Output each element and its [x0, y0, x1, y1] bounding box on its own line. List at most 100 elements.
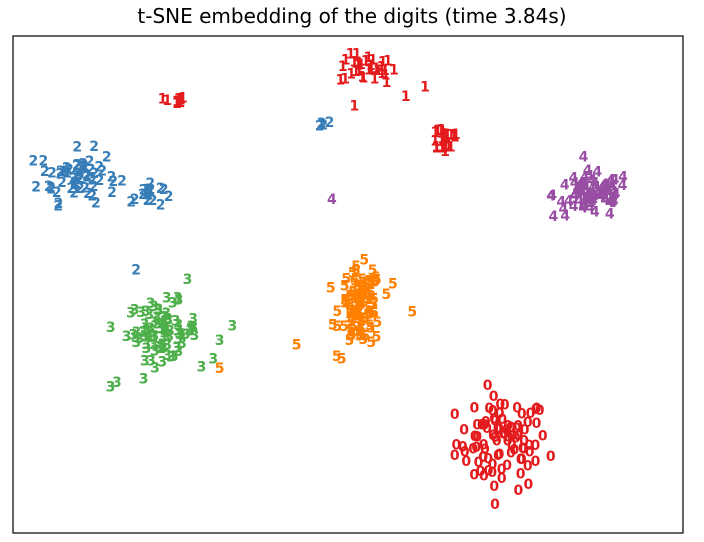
digit-mark-4: 4: [559, 201, 569, 217]
digit-mark-3: 3: [171, 314, 181, 330]
digit-mark-2: 2: [143, 182, 153, 198]
digit-mark-2: 2: [325, 115, 335, 131]
digit-mark-4: 4: [610, 173, 620, 189]
digit-mark-0: 0: [546, 449, 556, 465]
digit-mark-0: 0: [512, 400, 522, 416]
digit-mark-2: 2: [72, 140, 82, 156]
digit-mark-0: 0: [450, 407, 460, 423]
digit-mark-2: 2: [66, 181, 76, 197]
digit-mark-1: 1: [172, 96, 182, 112]
digit-mark-2: 2: [29, 154, 39, 170]
plot-frame: [12, 35, 684, 534]
digit-mark-5: 5: [372, 273, 382, 289]
digit-mark-5: 5: [357, 280, 367, 296]
digit-mark-4: 4: [618, 178, 628, 194]
digit-mark-1: 1: [433, 123, 443, 139]
digit-mark-5: 5: [369, 292, 379, 308]
digit-mark-1: 1: [438, 132, 448, 148]
digit-mark-2: 2: [82, 168, 92, 184]
digit-mark-5: 5: [346, 329, 356, 345]
digit-mark-4: 4: [576, 181, 586, 197]
digit-mark-5: 5: [363, 307, 373, 323]
digit-mark-2: 2: [62, 166, 72, 182]
digit-mark-5: 5: [365, 307, 375, 323]
digit-mark-2: 2: [47, 165, 57, 181]
digit-mark-0: 0: [483, 452, 493, 468]
digit-mark-0: 0: [490, 497, 500, 513]
digit-mark-0: 0: [490, 414, 500, 430]
digit-mark-5: 5: [364, 274, 374, 290]
digit-mark-4: 4: [592, 165, 602, 181]
digit-mark-2: 2: [46, 182, 56, 198]
digit-mark-0: 0: [523, 415, 533, 431]
digit-mark-0: 0: [506, 445, 516, 461]
digit-mark-1: 1: [449, 128, 459, 144]
digit-mark-1: 1: [381, 67, 391, 83]
digit-mark-5: 5: [352, 296, 362, 312]
digit-mark-4: 4: [605, 207, 615, 223]
digit-mark-2: 2: [85, 154, 95, 170]
digit-mark-0: 0: [509, 443, 519, 459]
digit-mark-0: 0: [499, 427, 509, 443]
digit-mark-5: 5: [368, 263, 378, 279]
digit-mark-0: 0: [478, 450, 488, 466]
digit-mark-1: 1: [172, 94, 182, 110]
digit-mark-2: 2: [318, 118, 328, 134]
digit-mark-3: 3: [131, 330, 141, 346]
digit-mark-0: 0: [495, 422, 505, 438]
digit-mark-3: 3: [152, 317, 162, 333]
digit-mark-5: 5: [362, 286, 372, 302]
digit-mark-1: 1: [351, 64, 361, 80]
digit-mark-3: 3: [190, 328, 200, 344]
digit-mark-2: 2: [74, 173, 84, 189]
digit-mark-2: 2: [70, 176, 80, 192]
digit-mark-0: 0: [470, 429, 480, 445]
digit-mark-3: 3: [141, 337, 151, 353]
digit-mark-4: 4: [570, 188, 580, 204]
digit-mark-0: 0: [474, 455, 484, 471]
digit-mark-1: 1: [336, 72, 346, 88]
digit-mark-2: 2: [75, 163, 85, 179]
digit-mark-3: 3: [172, 341, 182, 357]
digit-mark-2: 2: [70, 175, 80, 191]
digit-mark-0: 0: [484, 463, 494, 479]
digit-mark-4: 4: [582, 192, 592, 208]
digit-mark-0: 0: [482, 421, 492, 437]
digit-mark-5: 5: [354, 300, 364, 316]
digit-mark-5: 5: [340, 293, 350, 309]
digit-mark-5: 5: [366, 275, 376, 291]
digit-mark-4: 4: [560, 208, 570, 224]
digit-mark-4: 4: [611, 186, 621, 202]
digit-mark-3: 3: [161, 306, 171, 322]
digit-mark-1: 1: [349, 55, 359, 71]
digit-mark-2: 2: [72, 157, 82, 173]
digit-mark-0: 0: [488, 404, 498, 420]
digit-mark-1: 1: [341, 52, 351, 68]
digit-mark-1: 1: [356, 57, 366, 73]
digit-mark-3: 3: [162, 290, 172, 306]
digit-mark-3: 3: [146, 321, 156, 337]
digit-mark-5: 5: [215, 361, 225, 377]
digit-mark-4: 4: [580, 171, 590, 187]
digit-mark-2: 2: [52, 185, 62, 201]
digit-mark-3: 3: [140, 353, 150, 369]
digit-mark-1: 1: [444, 138, 454, 154]
digit-mark-4: 4: [580, 194, 590, 210]
digit-mark-1: 1: [366, 61, 376, 77]
digit-mark-3: 3: [160, 323, 170, 339]
digit-mark-3: 3: [177, 336, 187, 352]
digit-mark-3: 3: [149, 337, 159, 353]
digit-mark-2: 2: [53, 198, 63, 214]
digit-mark-3: 3: [168, 296, 178, 312]
digit-mark-4: 4: [556, 194, 566, 210]
digit-mark-5: 5: [347, 314, 357, 330]
digit-mark-4: 4: [569, 199, 579, 215]
digit-mark-0: 0: [489, 389, 499, 405]
digit-mark-0: 0: [523, 459, 533, 475]
digit-mark-3: 3: [140, 317, 150, 333]
digit-mark-0: 0: [507, 438, 517, 454]
digit-mark-0: 0: [461, 454, 471, 470]
digit-mark-4: 4: [593, 186, 603, 202]
digit-mark-2: 2: [159, 182, 169, 198]
digit-mark-0: 0: [525, 445, 535, 461]
